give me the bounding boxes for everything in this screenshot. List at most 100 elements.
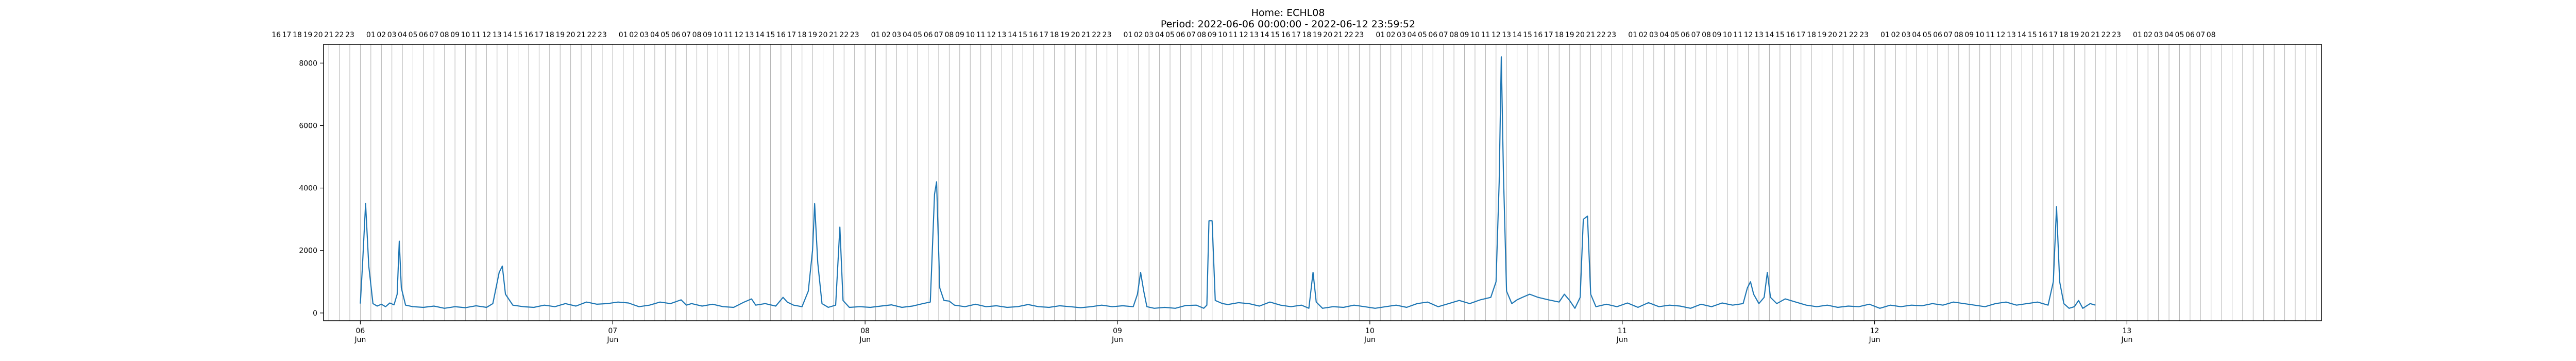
top-hour-label: 07	[1187, 31, 1196, 39]
top-hour-label: 19	[1818, 31, 1827, 39]
top-hour-label: 16	[524, 31, 533, 39]
top-hour-label: 05	[409, 31, 418, 39]
top-hour-label: 10	[965, 31, 975, 39]
top-hour-label: 01	[2133, 31, 2142, 39]
top-hour-label: 23	[1607, 31, 1616, 39]
top-hour-label: 12	[987, 31, 996, 39]
top-hour-label: 09	[955, 31, 964, 39]
top-hour-label: 06	[1681, 31, 1690, 39]
top-hour-label: 09	[703, 31, 712, 39]
y-tick-label: 0	[313, 309, 317, 318]
x-tick-sublabel: Jun	[606, 336, 618, 344]
top-hour-label: 19	[303, 31, 312, 39]
top-hour-label: 04	[1408, 31, 1417, 39]
top-hour-label: 01	[366, 31, 376, 39]
top-hour-label: 20	[1323, 31, 1332, 39]
top-hour-label: 05	[1418, 31, 1427, 39]
top-hour-label: 13	[493, 31, 502, 39]
top-hour-label: 06	[1933, 31, 1942, 39]
top-hour-label: 18	[545, 31, 554, 39]
top-hour-label: 06	[1176, 31, 1185, 39]
top-hour-label: 17	[282, 31, 292, 39]
top-hour-label: 05	[913, 31, 922, 39]
top-hour-label: 07	[934, 31, 943, 39]
top-hour-label: 07	[682, 31, 691, 39]
top-hour-label: 23	[1103, 31, 1112, 39]
top-hour-label: 18	[1302, 31, 1311, 39]
top-hour-label: 11	[1481, 31, 1490, 39]
x-tick-sublabel: Jun	[1364, 336, 1376, 344]
top-hour-label: 18	[798, 31, 807, 39]
x-tick-sublabel: Jun	[1111, 336, 1123, 344]
top-hour-label: 22	[1092, 31, 1101, 39]
top-hour-label: 18	[293, 31, 302, 39]
top-hour-label: 05	[1165, 31, 1175, 39]
y-tick-label: 8000	[299, 59, 317, 68]
x-tick-label: 11	[1618, 327, 1627, 335]
top-hour-label: 17	[1292, 31, 1301, 39]
top-hour-label: 22	[587, 31, 597, 39]
top-hour-label: 07	[429, 31, 438, 39]
top-hour-label: 01	[1880, 31, 1890, 39]
top-hour-label: 20	[2080, 31, 2090, 39]
top-hour-label: 15	[2028, 31, 2037, 39]
top-hour-label: 21	[577, 31, 586, 39]
top-hour-label: 14	[1513, 31, 1522, 39]
top-hour-label: 23	[598, 31, 607, 39]
top-hour-label: 10	[1218, 31, 1227, 39]
top-hour-label: 02	[1891, 31, 1900, 39]
top-hour-label: 13	[1754, 31, 1764, 39]
top-hour-label: 19	[1565, 31, 1574, 39]
top-hour-label: 17	[1544, 31, 1553, 39]
top-hour-label: 04	[903, 31, 912, 39]
x-tick-sublabel: Jun	[2121, 336, 2132, 344]
top-hour-label: 21	[829, 31, 838, 39]
top-hour-label: 11	[976, 31, 986, 39]
top-hour-label: 21	[1838, 31, 1848, 39]
x-tick-label: 10	[1365, 327, 1375, 335]
x-tick-sublabel: Jun	[1869, 336, 1880, 344]
top-hour-label: 22	[335, 31, 344, 39]
top-hour-label: 08	[1197, 31, 1206, 39]
top-hour-label: 10	[461, 31, 470, 39]
top-hour-label: 14	[755, 31, 765, 39]
top-hour-label: 01	[619, 31, 628, 39]
top-hour-label: 12	[734, 31, 743, 39]
top-hour-label: 03	[1902, 31, 1911, 39]
top-hour-label: 18	[2059, 31, 2069, 39]
top-hour-label: 04	[650, 31, 659, 39]
top-hour-label: 21	[1081, 31, 1091, 39]
top-hour-label: 20	[1575, 31, 1585, 39]
top-hour-label: 16	[1281, 31, 1291, 39]
top-hour-label: 08	[945, 31, 954, 39]
top-hour-label: 11	[471, 31, 481, 39]
top-hour-label: 11	[1986, 31, 1995, 39]
top-hour-label: 15	[1523, 31, 1532, 39]
top-hour-label: 11	[724, 31, 733, 39]
top-hour-label: 16	[1029, 31, 1038, 39]
top-hour-label: 10	[1723, 31, 1732, 39]
top-hour-label: 19	[1060, 31, 1070, 39]
top-hour-label: 07	[2196, 31, 2205, 39]
top-hour-label: 13	[1249, 31, 1259, 39]
top-hour-label: 09	[450, 31, 460, 39]
y-tick-label: 2000	[299, 247, 317, 255]
top-hour-label: 03	[1144, 31, 1154, 39]
top-hour-label: 18	[1050, 31, 1059, 39]
x-tick-label: 13	[2122, 327, 2131, 335]
top-hour-label: 02	[1134, 31, 1143, 39]
top-hour-label: 09	[1964, 31, 1974, 39]
chart-subtitle: Period: 2022-06-06 00:00:00 - 2022-06-12…	[1160, 19, 1416, 30]
top-hour-label: 21	[1586, 31, 1596, 39]
top-hour-label: 22	[839, 31, 849, 39]
top-hour-label: 14	[1765, 31, 1774, 39]
top-hour-label: 18	[1554, 31, 1564, 39]
chart-title: Home: ECHL08	[1251, 7, 1325, 19]
top-hour-label: 03	[387, 31, 397, 39]
top-hour-label: 15	[766, 31, 775, 39]
top-hour-label: 13	[745, 31, 754, 39]
top-hour-label: 12	[1239, 31, 1248, 39]
top-hour-label: 13	[2007, 31, 2016, 39]
top-hour-label: 06	[1428, 31, 1437, 39]
top-hour-label: 13	[997, 31, 1007, 39]
